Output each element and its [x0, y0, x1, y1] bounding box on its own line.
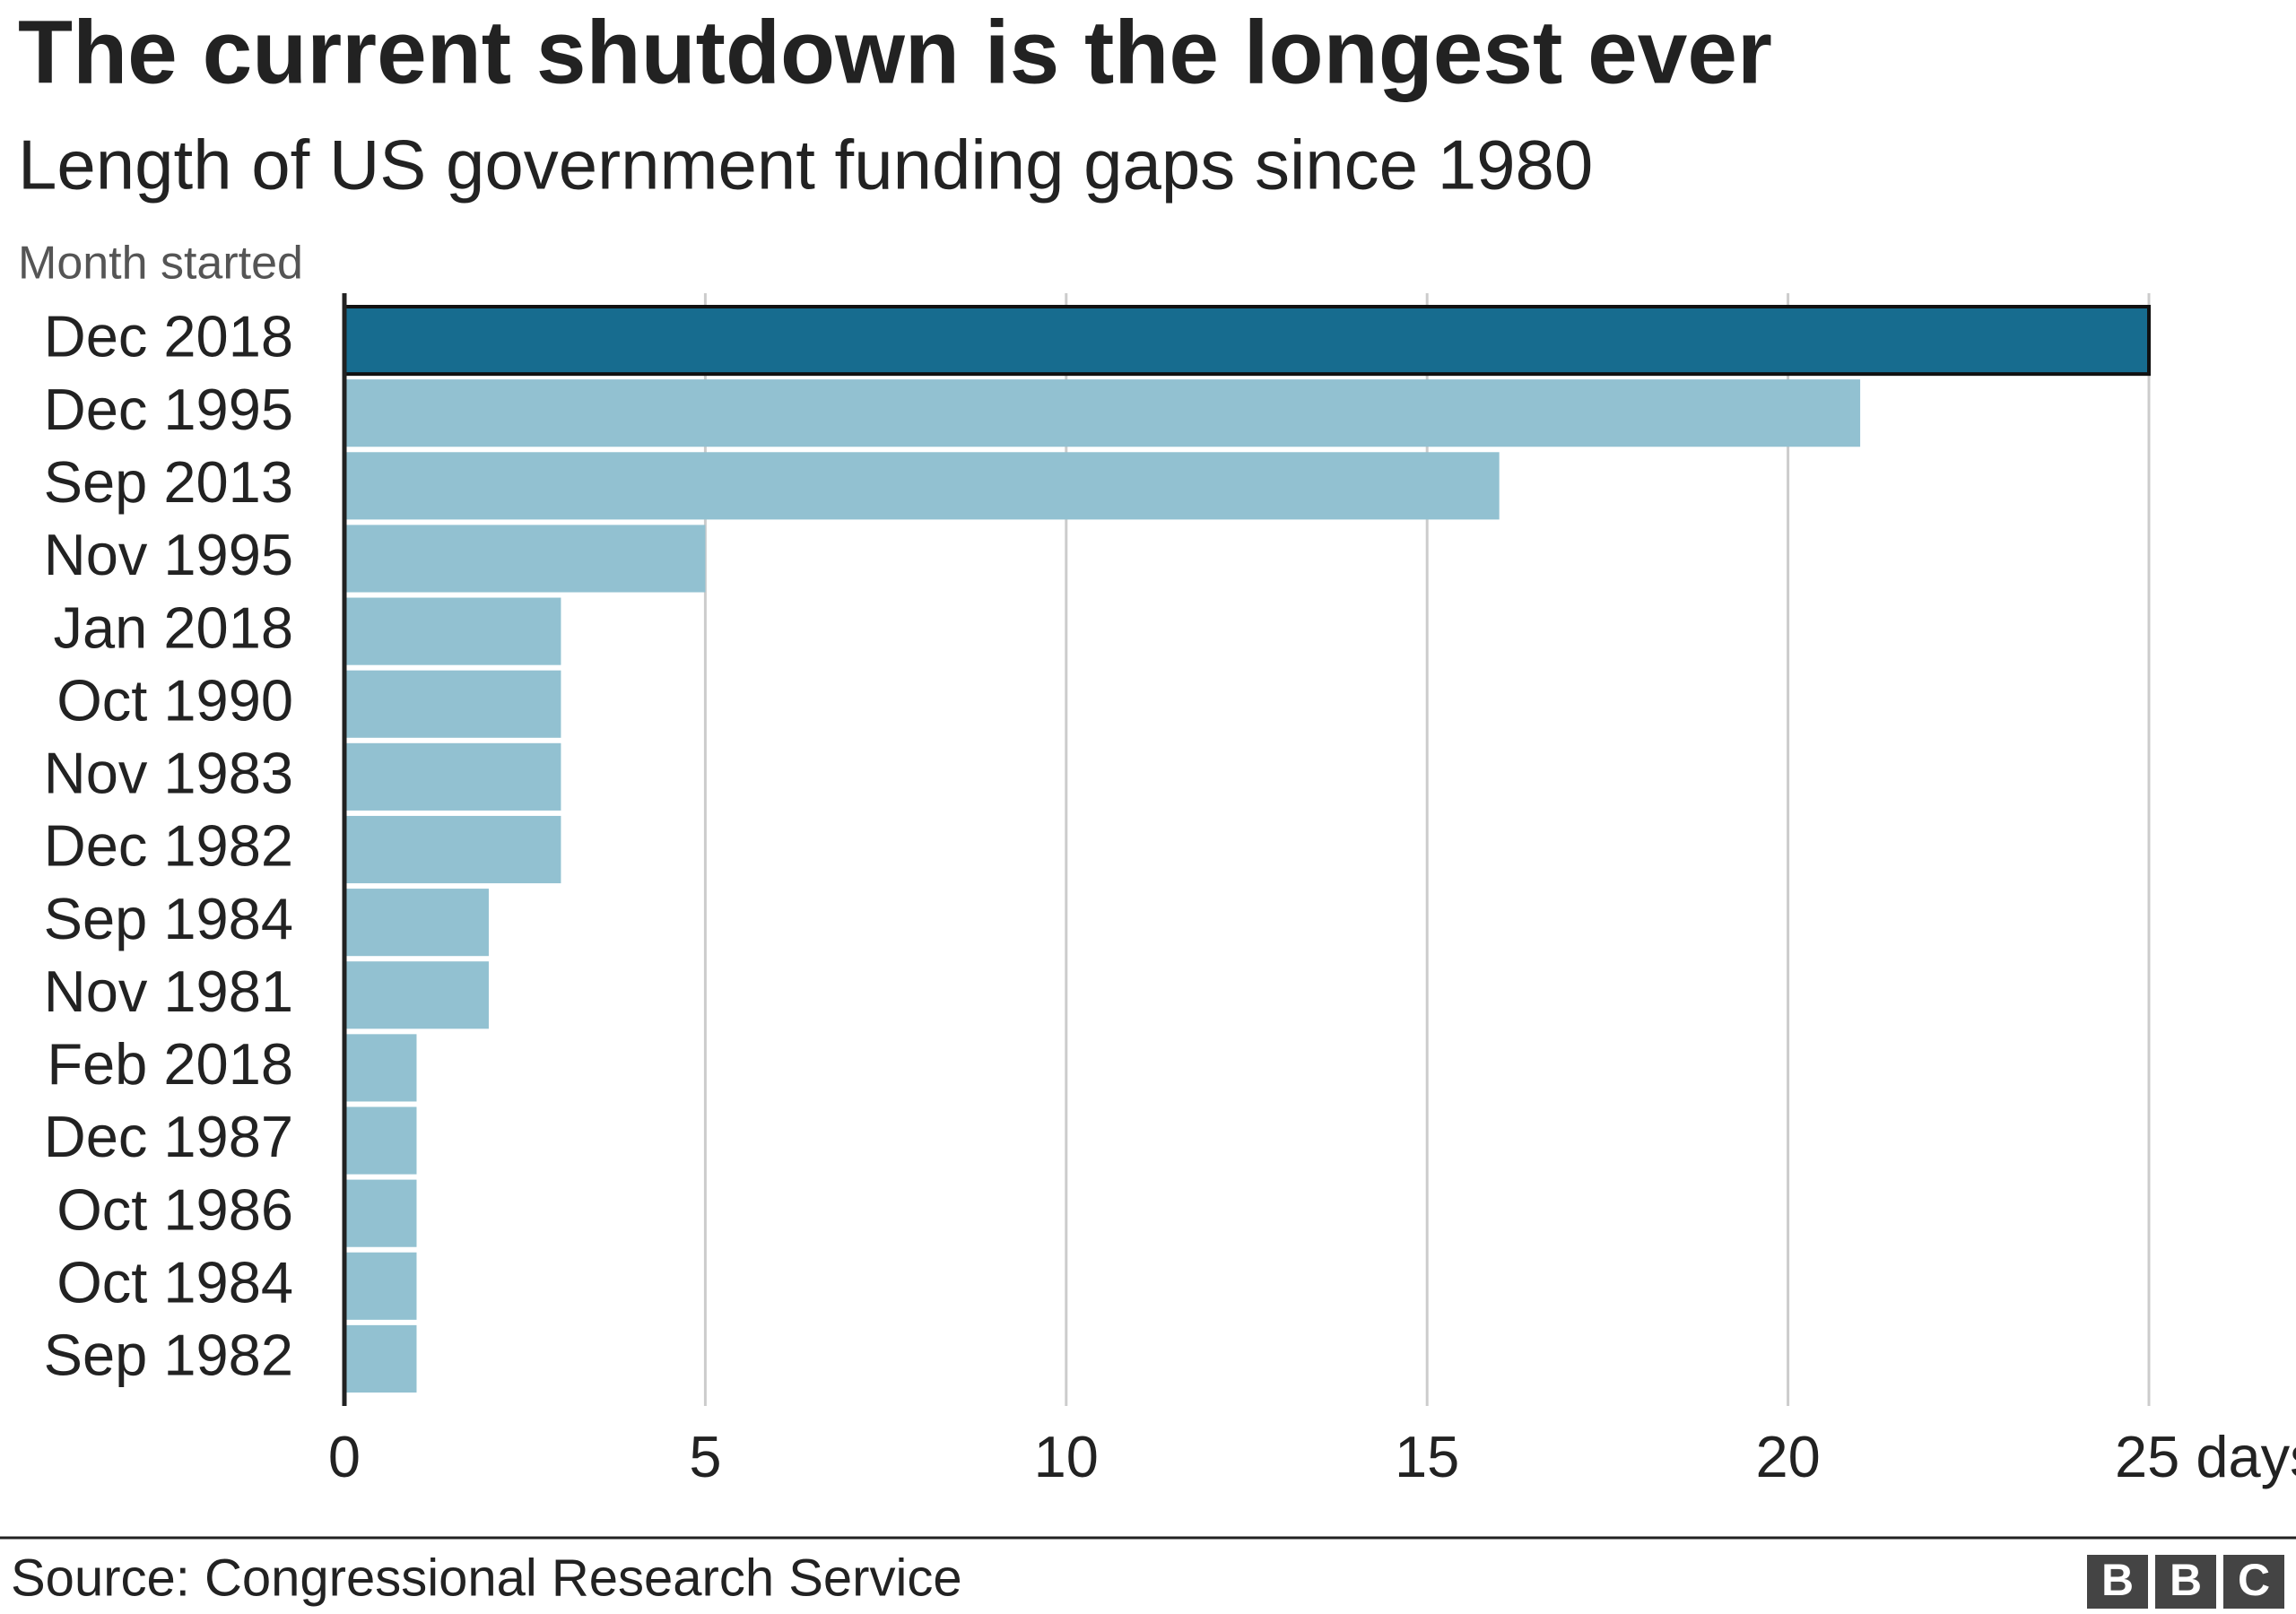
logo-box: [2087, 1555, 2148, 1609]
logo-letter: C: [2238, 1555, 2270, 1605]
chart-subtitle: Length of US government funding gaps sin…: [18, 126, 1593, 204]
y-tick-label: Oct 1986: [57, 1176, 293, 1242]
y-tick-label: Dec 1982: [44, 813, 293, 879]
y-tick-label: Nov 1981: [44, 959, 293, 1024]
bar: [344, 889, 489, 957]
chart-title: The current shutdown is the longest ever: [18, 2, 1772, 102]
bar: [344, 597, 561, 665]
bar: [344, 1034, 417, 1102]
bar: [344, 670, 561, 738]
x-tick-label: 20: [1755, 1424, 1820, 1489]
bar: [344, 1252, 417, 1320]
bar: [344, 1106, 417, 1175]
bar: [344, 1324, 417, 1393]
axis-label: Month started: [18, 238, 303, 290]
y-tick-label: Sep 1982: [44, 1323, 293, 1388]
y-tick-label: Feb 2018: [47, 1031, 293, 1097]
y-tick-label: Oct 1984: [57, 1249, 293, 1315]
x-tick-label: 0: [328, 1424, 361, 1489]
bar: [344, 379, 1861, 447]
logo-box: [2223, 1555, 2284, 1609]
y-tick-label: Oct 1990: [57, 667, 293, 733]
logo-letter: B: [2101, 1555, 2134, 1605]
x-tick-label: 15: [1395, 1424, 1459, 1489]
y-tick-label: Sep 1984: [44, 886, 293, 951]
x-tick-label: 10: [1034, 1424, 1099, 1489]
bar: [344, 1179, 417, 1247]
bar: [344, 815, 561, 884]
y-tick-label: Dec 1987: [44, 1104, 293, 1169]
y-tick-label: Dec 2018: [44, 304, 293, 369]
y-tick-label: Sep 2013: [44, 449, 293, 515]
y-tick-label: Dec 1995: [44, 377, 293, 442]
logo-box: [2155, 1555, 2216, 1609]
logo-letter: B: [2170, 1555, 2202, 1605]
bar: [344, 525, 706, 593]
bar: [344, 961, 489, 1029]
y-tick-label: Jan 2018: [54, 594, 293, 660]
bar: [344, 742, 561, 811]
x-tick-label: 25 days: [2115, 1424, 2296, 1489]
y-tick-label: Nov 1995: [44, 522, 293, 587]
x-tick-label: 5: [689, 1424, 721, 1489]
bar: [344, 452, 1500, 520]
y-tick-label: Nov 1983: [44, 741, 293, 806]
source: Source: Congressional Research Service: [11, 1549, 962, 1607]
bar: [343, 305, 2151, 377]
